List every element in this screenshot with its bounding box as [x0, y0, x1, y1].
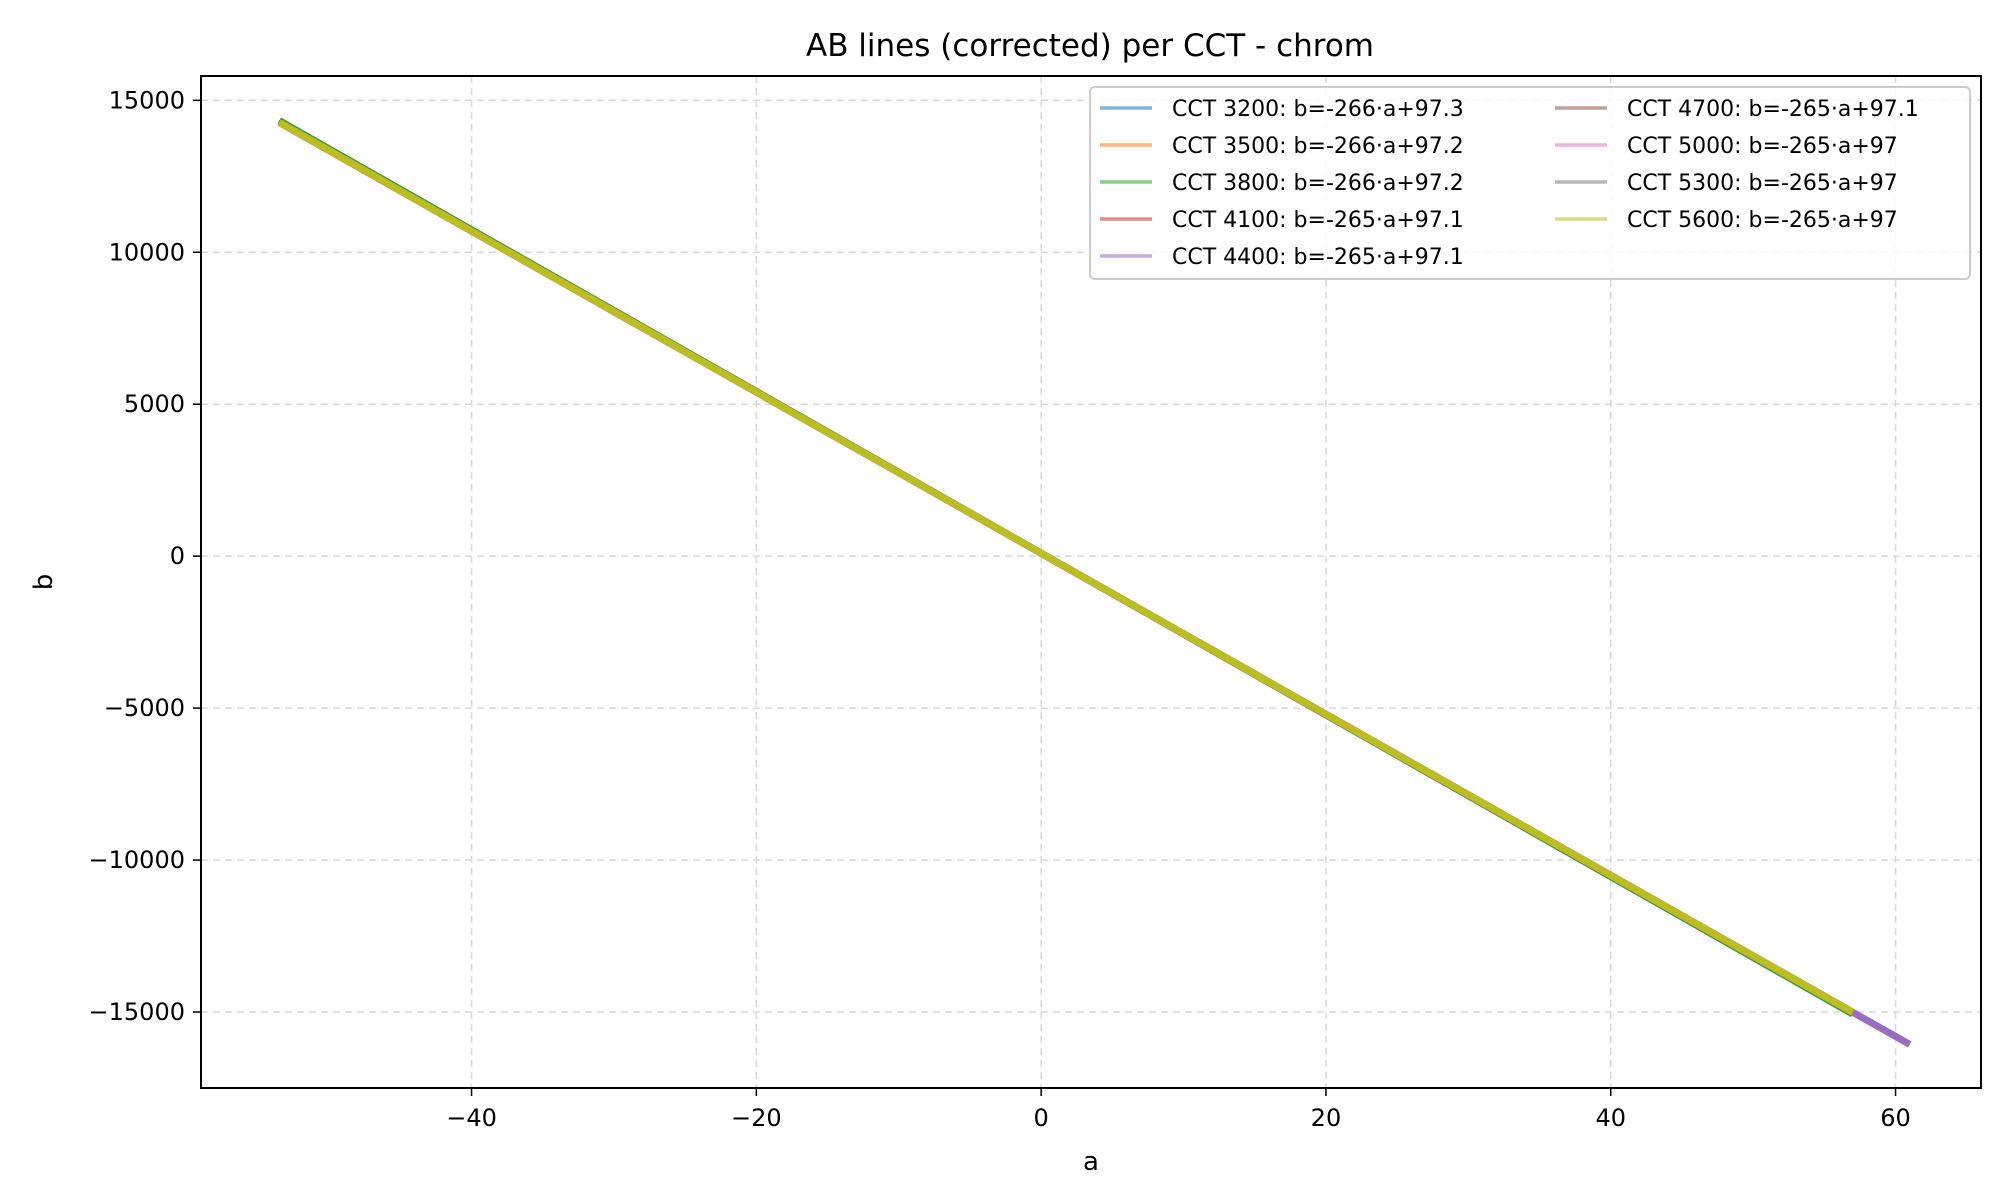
y-tick-label: 10000 — [109, 238, 185, 266]
x-tick-label: 20 — [1311, 1104, 1342, 1132]
plot-frame — [200, 75, 1982, 1089]
y-tick-label: −10000 — [89, 846, 185, 874]
series-line-9 — [277, 119, 1855, 1016]
legend-entry: CCT 4100: b=-265·a+97.1 — [1172, 208, 1464, 233]
legend: CCT 3200: b=-266·a+97.3 CCT 3500: b=-266·… — [1089, 86, 1971, 280]
legend-entry: CCT 5000: b=-265·a+97 — [1627, 134, 1898, 159]
y-tick-label: −5000 — [104, 694, 185, 722]
x-tick-label: −40 — [446, 1104, 497, 1132]
x-tick-label: 0 — [1034, 1104, 1049, 1132]
legend-entry: CCT 5300: b=-265·a+97 — [1627, 171, 1898, 196]
x-tick-label: −20 — [731, 1104, 782, 1132]
y-tick-label: 5000 — [124, 390, 185, 418]
y-axis-label: b — [29, 574, 59, 591]
legend-entry: CCT 4700: b=-265·a+97.1 — [1627, 97, 1919, 122]
x-axis: −40 −20 0 20 40 60 — [446, 1088, 1911, 1132]
y-axis: 15000 10000 5000 0 −5000 −10000 −15000 — [89, 86, 201, 1026]
y-tick-label: 0 — [170, 542, 185, 570]
legend-entry: CCT 5600: b=-265·a+97 — [1627, 208, 1898, 233]
x-axis-label: a — [1083, 1147, 1099, 1177]
y-tick-label: 15000 — [109, 86, 185, 114]
legend-entry: CCT 3200: b=-266·a+97.3 — [1172, 97, 1464, 122]
legend-entry: CCT 4400: b=-265·a+97.1 — [1172, 245, 1464, 270]
legend-box — [1089, 86, 1971, 280]
chart-title: AB lines (corrected) per CCT - chrom — [806, 28, 1374, 64]
legend-entry: CCT 3800: b=-266·a+97.2 — [1172, 171, 1464, 196]
legend-entry: CCT 3500: b=-266·a+97.2 — [1172, 134, 1464, 159]
x-tick-label: 60 — [1880, 1104, 1911, 1132]
series-lines — [277, 117, 1912, 1048]
y-tick-label: −15000 — [89, 998, 185, 1026]
x-tick-label: 40 — [1595, 1104, 1626, 1132]
